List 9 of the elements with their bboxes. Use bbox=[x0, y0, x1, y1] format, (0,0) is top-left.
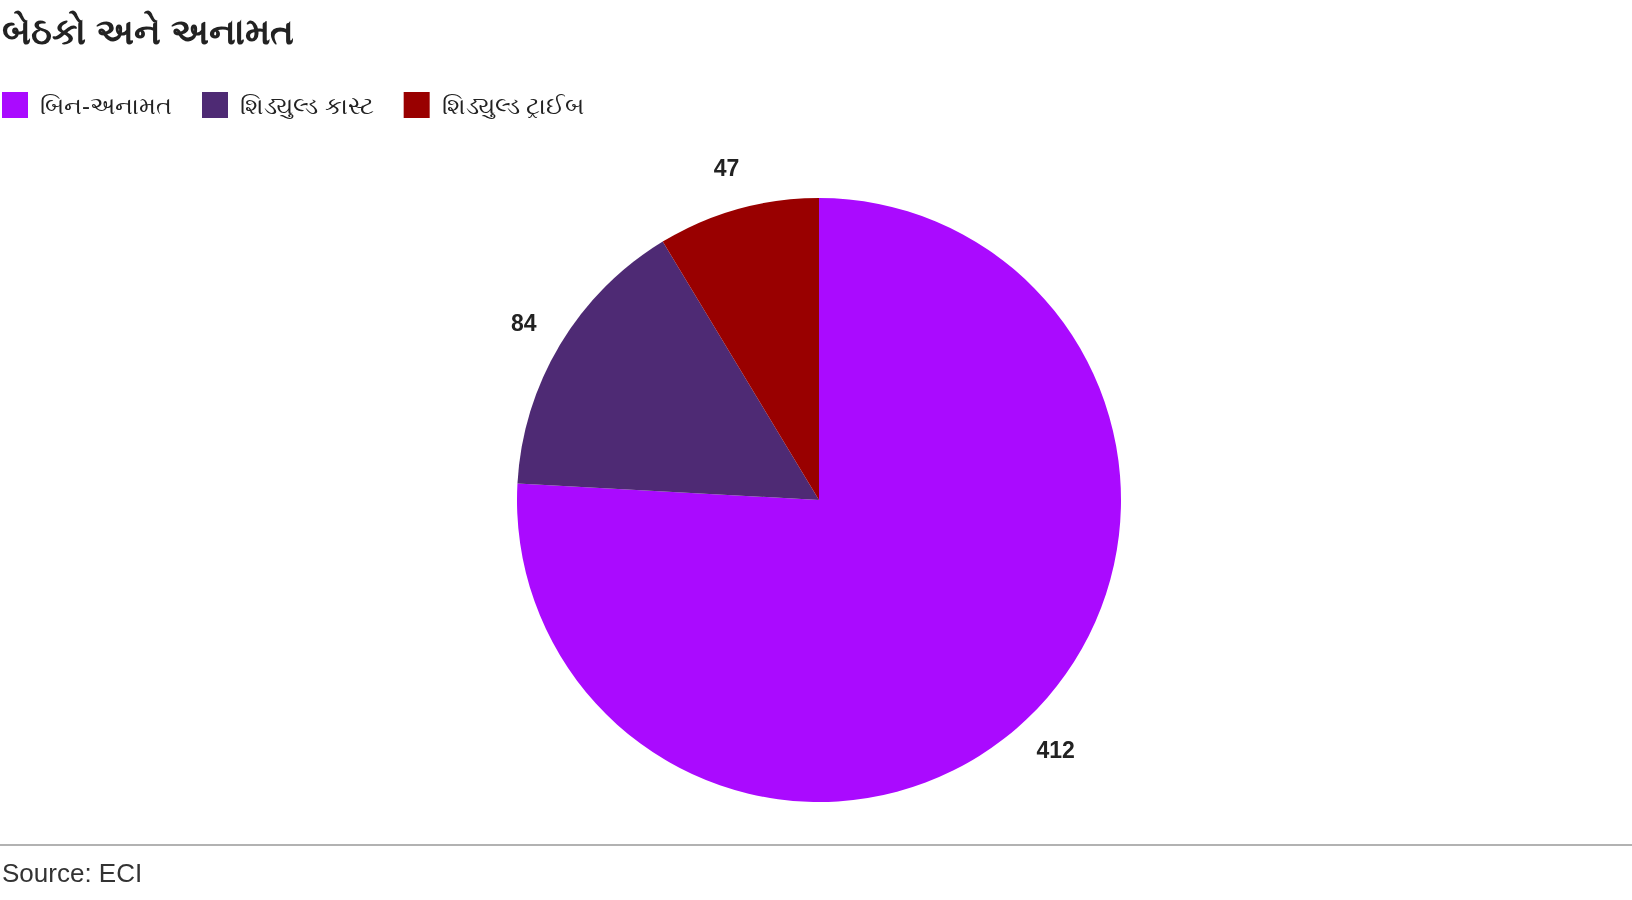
legend-label: શિડ્યુલ્ડ ટ્રાઈબ bbox=[441, 92, 585, 119]
data-label: 84 bbox=[511, 309, 537, 336]
pie-slice bbox=[662, 198, 819, 500]
legend-label: બિન-અનામત bbox=[40, 92, 172, 119]
data-label: 412 bbox=[1036, 737, 1075, 764]
legend-label: શિડ્યુલ્ડ કાસ્ટ bbox=[240, 92, 374, 119]
source-note: Source: ECI bbox=[2, 858, 143, 888]
chart-title: બેઠકો અને અનામત bbox=[2, 10, 295, 52]
data-label: 47 bbox=[713, 155, 740, 182]
